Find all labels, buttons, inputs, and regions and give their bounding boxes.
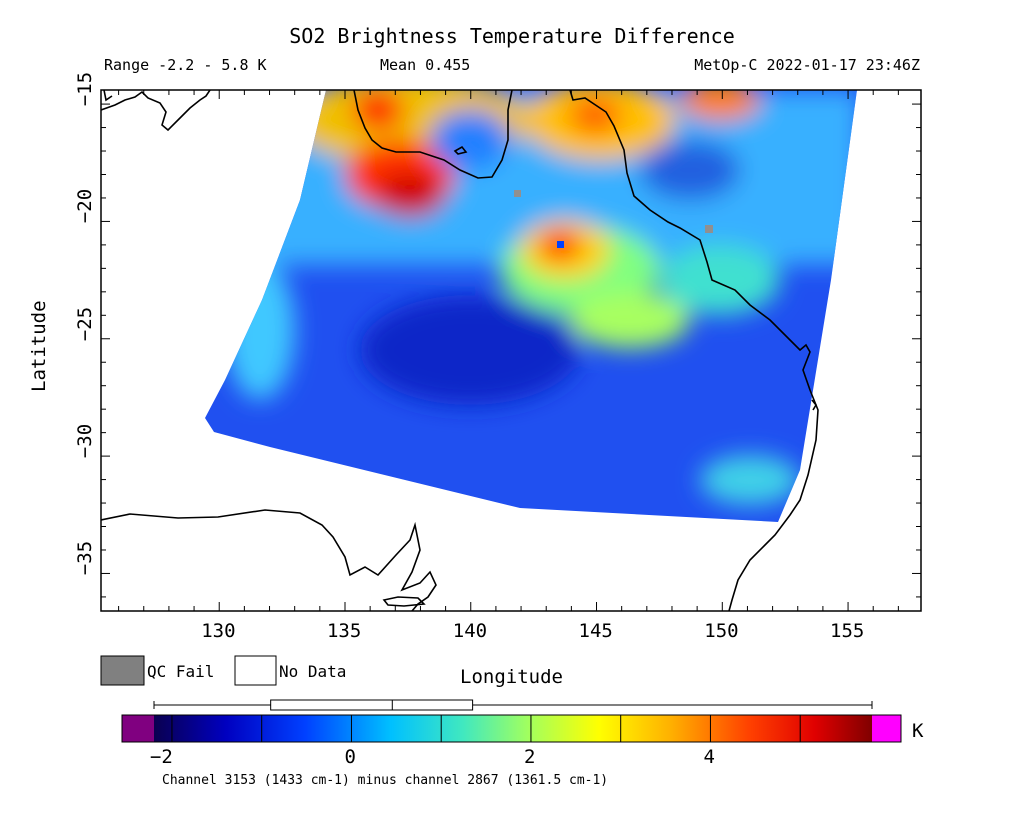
colorbar-tick-label: 2: [523, 746, 536, 768]
y-axis-label: Latitude: [28, 300, 50, 392]
colorbar-unit: K: [912, 720, 924, 742]
satellite-time-label: MetOp-C 2022-01-17 23:46Z: [694, 56, 920, 74]
boxplot-box: [270, 699, 474, 711]
x-tick-label: 150: [704, 620, 739, 642]
y-tick-label: −20: [74, 189, 97, 224]
x-tick-label: 155: [830, 620, 865, 642]
channel-footnote: Channel 3153 (1433 cm-1) minus channel 2…: [162, 773, 609, 788]
x-tick-label: 140: [452, 620, 488, 642]
colorbar-tick-label: 4: [703, 746, 715, 768]
range-label: Range -2.2 - 5.8 K: [104, 56, 267, 74]
x-tick-label: 145: [578, 620, 613, 642]
map-title: SO2 Brightness Temperature Difference: [289, 24, 735, 48]
x-tick-label: 130: [201, 620, 236, 642]
colorbar-under: [122, 715, 154, 742]
mean-label: Mean 0.455: [380, 56, 471, 74]
x-tick-label: 135: [326, 620, 362, 642]
colorbar-over: [872, 715, 901, 742]
no-data-label: No Data: [279, 662, 347, 681]
coastline: [101, 90, 819, 611]
distribution-boxplot: [153, 699, 873, 711]
x-axis-label: Longitude: [460, 666, 563, 688]
colorbar-tick-label: 0: [344, 746, 356, 768]
y-tick-label: −35: [74, 541, 97, 576]
no-data-swatch: [234, 655, 277, 686]
qc-fail-label: QC Fail: [147, 662, 215, 681]
qc-fail-swatch: [100, 655, 145, 686]
y-tick-label: −25: [74, 306, 97, 341]
colorbar-tick-label: −2: [149, 746, 173, 768]
colorbar: [121, 714, 902, 743]
y-tick-label: −30: [74, 423, 97, 459]
plot-frame: [100, 89, 922, 612]
swath-image: [205, 90, 857, 522]
colorbar-gradient: [154, 715, 872, 742]
y-tick-label: −15: [74, 71, 97, 107]
